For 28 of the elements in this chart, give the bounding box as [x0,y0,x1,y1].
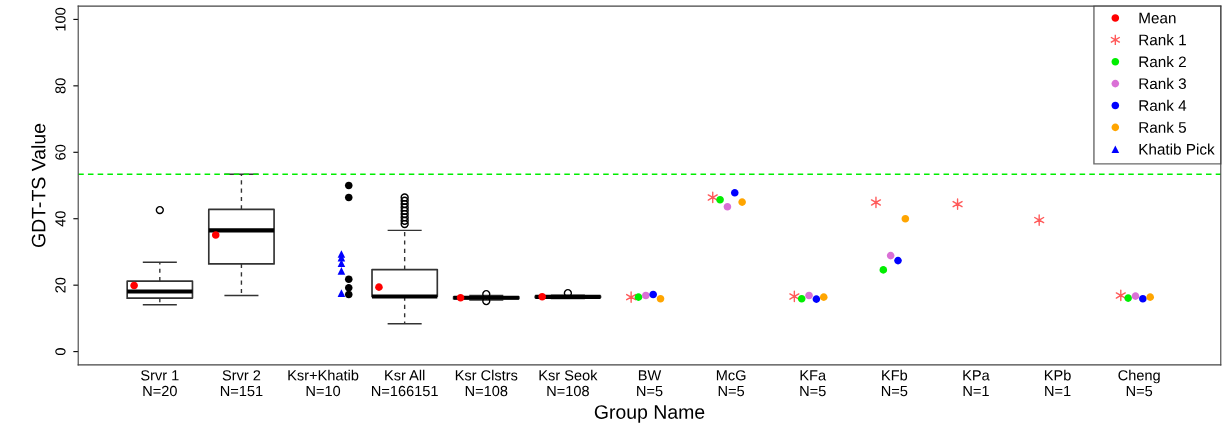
legend-label: Rank 3 [1139,77,1186,90]
legend-label: Rank 5 [1139,121,1187,133]
x-tick-label: Srvr 1 N=20 [141,370,179,397]
x-tick-label: Srvr 2 N=151 [220,370,263,397]
x-tick-label: Ksr Clstrs N=108 [455,369,518,397]
x-tick-label: Ksr All N=166151 [372,369,438,397]
legend-label: Rank 2 [1139,55,1186,68]
y-axis-title: GDT-TS Value [31,123,46,248]
x-tick-label: McG N=5 [716,370,746,397]
y-tick-label: 0 [55,348,66,356]
y-tick-label: 60 [55,144,66,160]
y-tick-label: 100 [55,7,66,31]
x-tick-label: KPa N=1 [963,370,990,397]
legend-label: Rank 1 [1139,34,1186,46]
x-axis-title: Group Name [594,405,705,423]
x-tick-label: KPb N=1 [1044,369,1071,397]
x-tick-label: Ksr+Khatib N=10 [288,369,359,397]
legend-label: Rank 4 [1139,99,1187,111]
legend-label: Mean [1139,12,1176,24]
y-tick-label: 40 [55,211,66,227]
legend-label: Khatib Pick [1139,143,1215,155]
x-tick-label: KFa N=5 [800,370,827,397]
y-tick-label: 20 [55,277,66,293]
x-tick-label: BW N=5 [637,370,663,397]
x-tick-label: Ksr Seok N=108 [539,369,598,397]
x-tick-label: Cheng N=5 [1118,369,1160,397]
x-tick-label: KFb N=5 [881,369,908,397]
y-tick-label: 80 [55,78,66,94]
